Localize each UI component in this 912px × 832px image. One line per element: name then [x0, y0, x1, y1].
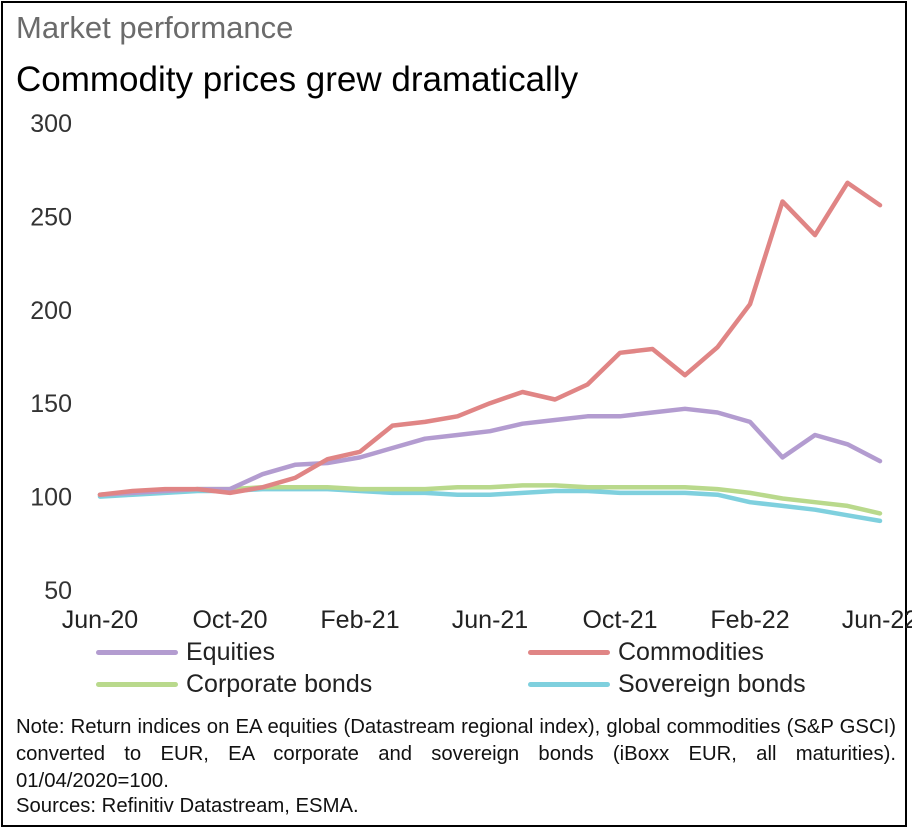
x-tick-label: Oct-20: [192, 606, 267, 634]
legend-swatch-equities: [96, 649, 178, 655]
legend-item-sovereign-bonds: Sovereign bonds: [528, 669, 806, 699]
legend-label-sovereign-bonds: Sovereign bonds: [618, 669, 806, 698]
y-tick-label: 200: [30, 297, 72, 325]
legend-label-corporate-bonds: Corporate bonds: [186, 669, 373, 698]
chart-sources: Sources: Refinitiv Datastream, ESMA.: [16, 795, 359, 817]
legend-swatch-commodities: [528, 649, 610, 655]
y-axis: 300 250 200 150 100 50: [30, 110, 72, 605]
y-tick-label: 250: [30, 203, 72, 231]
y-tick-label: 100: [30, 484, 72, 512]
series-lines: [97, 180, 883, 524]
x-tick-label: Jun-20: [62, 606, 138, 634]
x-tick-label: Feb-21: [320, 606, 399, 634]
chart-title: Commodity prices grew dramatically: [16, 60, 579, 99]
chart-kicker: Market performance: [16, 10, 294, 45]
x-tick-label: Feb-22: [710, 606, 789, 634]
chart-note: Note: Return indices on EA equities (Dat…: [16, 716, 896, 792]
x-tick-label: Jun-22: [842, 606, 912, 634]
series-line-commodities: [97, 180, 883, 497]
legend-label-commodities: Commodities: [618, 637, 764, 666]
x-tick-label: Jun-21: [452, 606, 528, 634]
x-tick-label: Oct-21: [582, 606, 657, 634]
legend-item-commodities: Commodities: [528, 637, 764, 667]
legend-swatch-corporate-bonds: [96, 681, 178, 687]
legend-item-equities: Equities: [96, 637, 275, 667]
x-axis: Jun-20 Oct-20 Feb-21 Jun-21 Oct-21 Feb-22 Jun-…: [62, 606, 912, 634]
y-tick-label: 150: [30, 390, 72, 418]
legend-swatch-sovereign-bonds: [528, 681, 610, 687]
legend-label-equities: Equities: [186, 637, 275, 666]
legend-item-corporate-bonds: Corporate bonds: [96, 669, 372, 699]
y-tick-label: 300: [30, 110, 72, 138]
series-line-equities: [97, 406, 883, 497]
y-tick-label: 50: [44, 577, 72, 605]
